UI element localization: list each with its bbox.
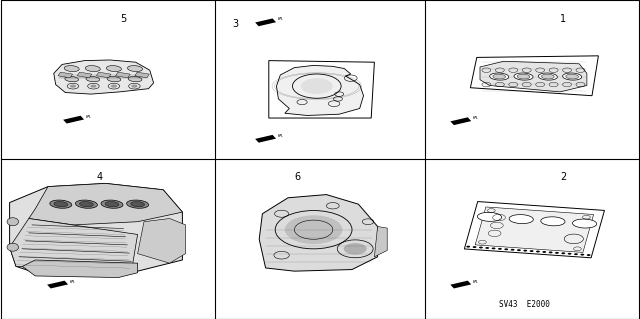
Circle shape (530, 250, 534, 252)
Text: FR.: FR. (278, 134, 284, 138)
Ellipse shape (490, 73, 509, 80)
Circle shape (587, 254, 591, 256)
Text: 4: 4 (96, 172, 102, 182)
Text: 6: 6 (294, 172, 301, 182)
Polygon shape (97, 72, 111, 78)
Text: 2: 2 (560, 172, 566, 182)
Ellipse shape (86, 77, 100, 82)
Ellipse shape (7, 243, 19, 251)
Circle shape (111, 85, 117, 88)
Polygon shape (138, 219, 186, 263)
Circle shape (479, 247, 483, 249)
Ellipse shape (517, 74, 530, 79)
Polygon shape (135, 72, 149, 78)
Text: 1: 1 (560, 14, 566, 24)
Ellipse shape (106, 66, 122, 71)
Polygon shape (54, 60, 154, 94)
Ellipse shape (50, 200, 72, 208)
Polygon shape (63, 116, 84, 123)
Circle shape (285, 215, 342, 244)
Ellipse shape (65, 77, 79, 82)
Polygon shape (22, 260, 138, 278)
Ellipse shape (105, 202, 119, 207)
Circle shape (498, 248, 502, 250)
Circle shape (511, 249, 515, 251)
Circle shape (580, 254, 584, 256)
Polygon shape (480, 61, 587, 92)
Ellipse shape (131, 202, 145, 207)
Circle shape (344, 243, 367, 255)
Polygon shape (255, 135, 276, 143)
Ellipse shape (538, 73, 557, 80)
Text: FR.: FR. (86, 115, 92, 119)
Circle shape (485, 247, 489, 249)
Polygon shape (77, 72, 92, 78)
Ellipse shape (85, 66, 100, 71)
Ellipse shape (541, 217, 565, 226)
Circle shape (542, 251, 546, 253)
Ellipse shape (107, 77, 121, 82)
Text: FR.: FR. (70, 280, 76, 284)
Ellipse shape (514, 73, 533, 80)
Ellipse shape (509, 215, 533, 224)
Ellipse shape (477, 212, 502, 221)
Text: FR.: FR. (278, 18, 284, 21)
Circle shape (568, 253, 572, 255)
Ellipse shape (64, 66, 79, 71)
Polygon shape (116, 72, 130, 78)
Text: SV43  E2000: SV43 E2000 (499, 300, 550, 309)
Ellipse shape (541, 74, 554, 79)
Polygon shape (259, 195, 378, 271)
Circle shape (492, 248, 495, 249)
Circle shape (536, 250, 540, 252)
Circle shape (70, 85, 76, 88)
Circle shape (90, 85, 97, 88)
Circle shape (504, 248, 508, 250)
Ellipse shape (127, 200, 148, 208)
Circle shape (555, 252, 559, 254)
Polygon shape (10, 183, 182, 273)
Polygon shape (269, 61, 374, 118)
Text: 5: 5 (120, 14, 127, 24)
Polygon shape (374, 226, 387, 257)
Ellipse shape (54, 202, 68, 207)
Polygon shape (451, 281, 471, 288)
Polygon shape (470, 56, 598, 96)
Ellipse shape (101, 200, 123, 208)
Circle shape (301, 78, 333, 94)
Circle shape (561, 252, 565, 254)
Polygon shape (58, 72, 72, 78)
Ellipse shape (563, 73, 582, 80)
Text: 3: 3 (232, 19, 238, 29)
Circle shape (467, 246, 470, 248)
Ellipse shape (127, 66, 143, 71)
Circle shape (548, 251, 552, 253)
Circle shape (574, 253, 578, 255)
Circle shape (131, 85, 138, 88)
Polygon shape (451, 117, 471, 125)
Ellipse shape (79, 202, 93, 207)
Text: FR.: FR. (473, 116, 479, 120)
Ellipse shape (76, 200, 97, 208)
Circle shape (473, 246, 477, 248)
Ellipse shape (573, 219, 596, 228)
Polygon shape (465, 202, 604, 258)
Polygon shape (255, 19, 276, 26)
Polygon shape (475, 207, 594, 252)
Ellipse shape (493, 74, 506, 79)
Ellipse shape (566, 74, 579, 79)
Circle shape (524, 250, 527, 252)
Ellipse shape (128, 77, 142, 82)
Circle shape (517, 249, 521, 251)
Polygon shape (276, 65, 364, 115)
Polygon shape (29, 183, 182, 225)
Polygon shape (47, 281, 68, 288)
Polygon shape (10, 219, 138, 273)
Text: FR.: FR. (473, 280, 479, 284)
Ellipse shape (7, 218, 19, 226)
